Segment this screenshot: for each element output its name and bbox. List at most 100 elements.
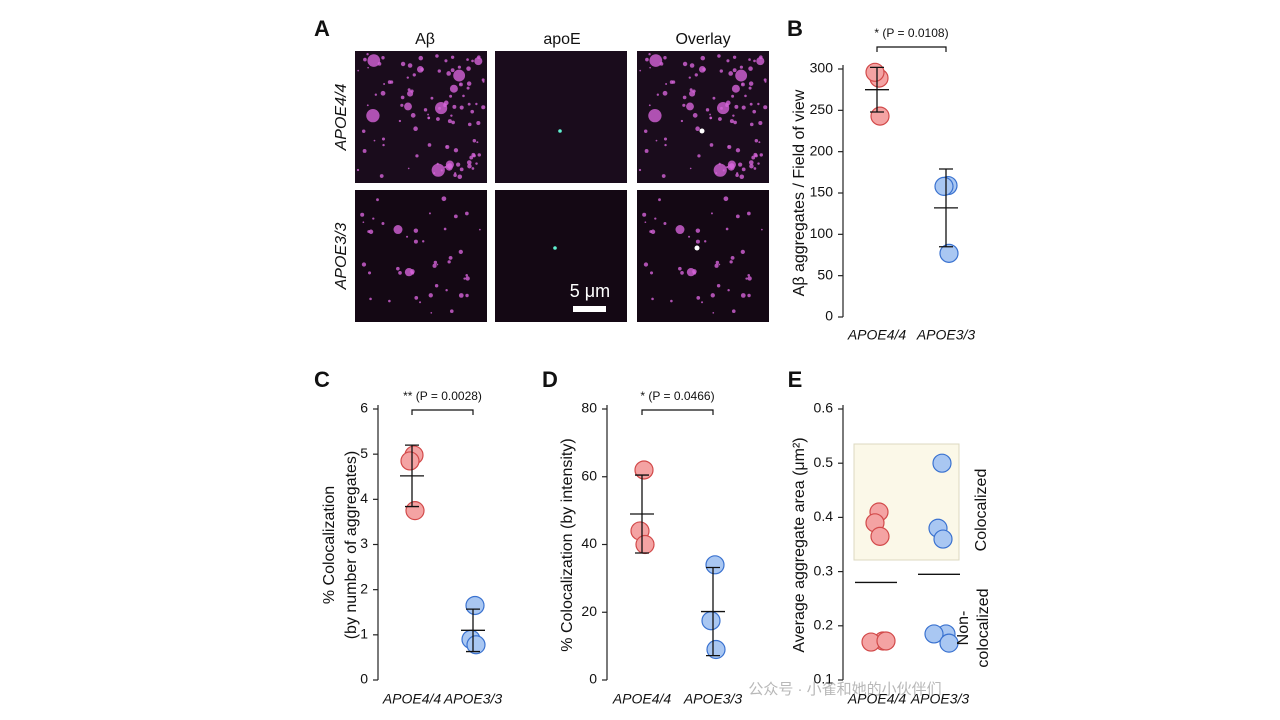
aggregate bbox=[753, 59, 756, 63]
aggregate bbox=[366, 108, 380, 123]
aggregate bbox=[757, 162, 760, 165]
micrograph bbox=[355, 190, 487, 322]
aggregate bbox=[400, 61, 406, 67]
scale-bar-label: 5 μm bbox=[570, 281, 610, 301]
aggregate bbox=[433, 172, 436, 175]
y-tick-label: 4 bbox=[360, 490, 368, 506]
aggregate bbox=[735, 214, 740, 219]
aggregate bbox=[449, 309, 454, 314]
aggregate bbox=[410, 113, 416, 118]
aggregate bbox=[730, 167, 733, 170]
aggregate bbox=[456, 162, 461, 167]
aggregate bbox=[373, 139, 376, 142]
data-point bbox=[939, 243, 959, 263]
data-point bbox=[932, 453, 952, 473]
aggregate bbox=[729, 163, 735, 168]
aggregate bbox=[458, 293, 464, 298]
panel-label: B bbox=[787, 16, 803, 41]
aggregate bbox=[729, 260, 733, 264]
aggregate bbox=[732, 55, 737, 59]
aggregate bbox=[662, 90, 668, 96]
y-tick-label: 40 bbox=[581, 535, 597, 551]
y-tick-label: 100 bbox=[810, 225, 834, 241]
aggregate bbox=[686, 268, 696, 277]
aggregate bbox=[427, 143, 432, 147]
aggregate bbox=[471, 167, 475, 170]
aggregate bbox=[447, 260, 451, 264]
aggregate bbox=[735, 148, 741, 153]
aggregate bbox=[413, 228, 419, 233]
data-point bbox=[705, 555, 725, 575]
y-tick-label: 0 bbox=[360, 671, 368, 687]
aggregate bbox=[712, 96, 716, 100]
aggregate bbox=[412, 73, 416, 77]
aggregate bbox=[756, 57, 765, 66]
aggregate bbox=[741, 83, 744, 86]
aggregate bbox=[477, 153, 481, 157]
micrograph bbox=[495, 190, 627, 322]
data-point bbox=[706, 639, 726, 660]
aggregate bbox=[741, 105, 746, 110]
data-point bbox=[635, 534, 655, 555]
aggregate bbox=[458, 249, 463, 254]
aggregate bbox=[444, 59, 448, 63]
aggregate bbox=[451, 120, 455, 125]
aggregate bbox=[360, 212, 365, 217]
data-point bbox=[405, 501, 425, 521]
aggregate bbox=[463, 277, 466, 280]
aggregate bbox=[749, 163, 754, 169]
aggregate bbox=[753, 152, 758, 157]
aggregate bbox=[398, 119, 402, 123]
y-tick-label: 200 bbox=[810, 142, 834, 158]
aggregate bbox=[682, 95, 687, 100]
aggregate bbox=[436, 263, 439, 266]
aggregate bbox=[450, 114, 453, 117]
y-tick-label: 6 bbox=[360, 400, 368, 416]
aggregate bbox=[694, 73, 698, 77]
aggregate bbox=[710, 293, 715, 298]
x-tick-label: APOE3/3 bbox=[910, 691, 970, 707]
panel-label: A bbox=[314, 16, 330, 41]
aggregate bbox=[462, 94, 465, 98]
aggregate bbox=[748, 66, 753, 71]
aggregate bbox=[745, 277, 748, 280]
significance-label: * (P = 0.0108) bbox=[874, 26, 948, 40]
aggregate bbox=[459, 105, 464, 110]
aggregate bbox=[453, 173, 457, 177]
aggregate bbox=[381, 222, 385, 225]
y-tick-label: 60 bbox=[581, 467, 597, 483]
aggregate bbox=[372, 217, 375, 220]
aggregate bbox=[443, 100, 449, 106]
y-tick-label: 2 bbox=[360, 580, 368, 596]
aggregate bbox=[655, 139, 658, 142]
aggregate bbox=[445, 145, 448, 148]
aggregate bbox=[367, 271, 372, 275]
group-label: Non- bbox=[955, 611, 972, 646]
data-point bbox=[876, 631, 896, 651]
data-point bbox=[865, 62, 885, 82]
aggregate bbox=[689, 167, 692, 170]
aggregate bbox=[419, 301, 422, 304]
aggregate bbox=[669, 80, 674, 84]
aggregate bbox=[452, 104, 457, 109]
significance-bracket bbox=[411, 409, 474, 415]
coloc-spot bbox=[694, 245, 700, 251]
y-tick-label: 300 bbox=[810, 60, 834, 76]
aggregate bbox=[465, 273, 469, 277]
aggregate bbox=[466, 81, 472, 86]
aggregate bbox=[446, 71, 452, 76]
y-tick-label: 0.6 bbox=[814, 400, 834, 416]
data-point bbox=[870, 526, 890, 546]
aggregate bbox=[383, 83, 386, 85]
aggregate bbox=[466, 66, 471, 71]
aggregate bbox=[718, 162, 721, 166]
aggregate bbox=[704, 240, 707, 243]
aggregate bbox=[727, 145, 730, 148]
aggregate bbox=[651, 297, 654, 301]
aggregate bbox=[689, 88, 693, 92]
aggregate bbox=[381, 56, 385, 60]
group-label: Colocalized bbox=[973, 469, 990, 552]
y-tick-label: 3 bbox=[360, 535, 368, 551]
panel-label: C bbox=[314, 367, 330, 392]
aggregate bbox=[445, 289, 448, 292]
